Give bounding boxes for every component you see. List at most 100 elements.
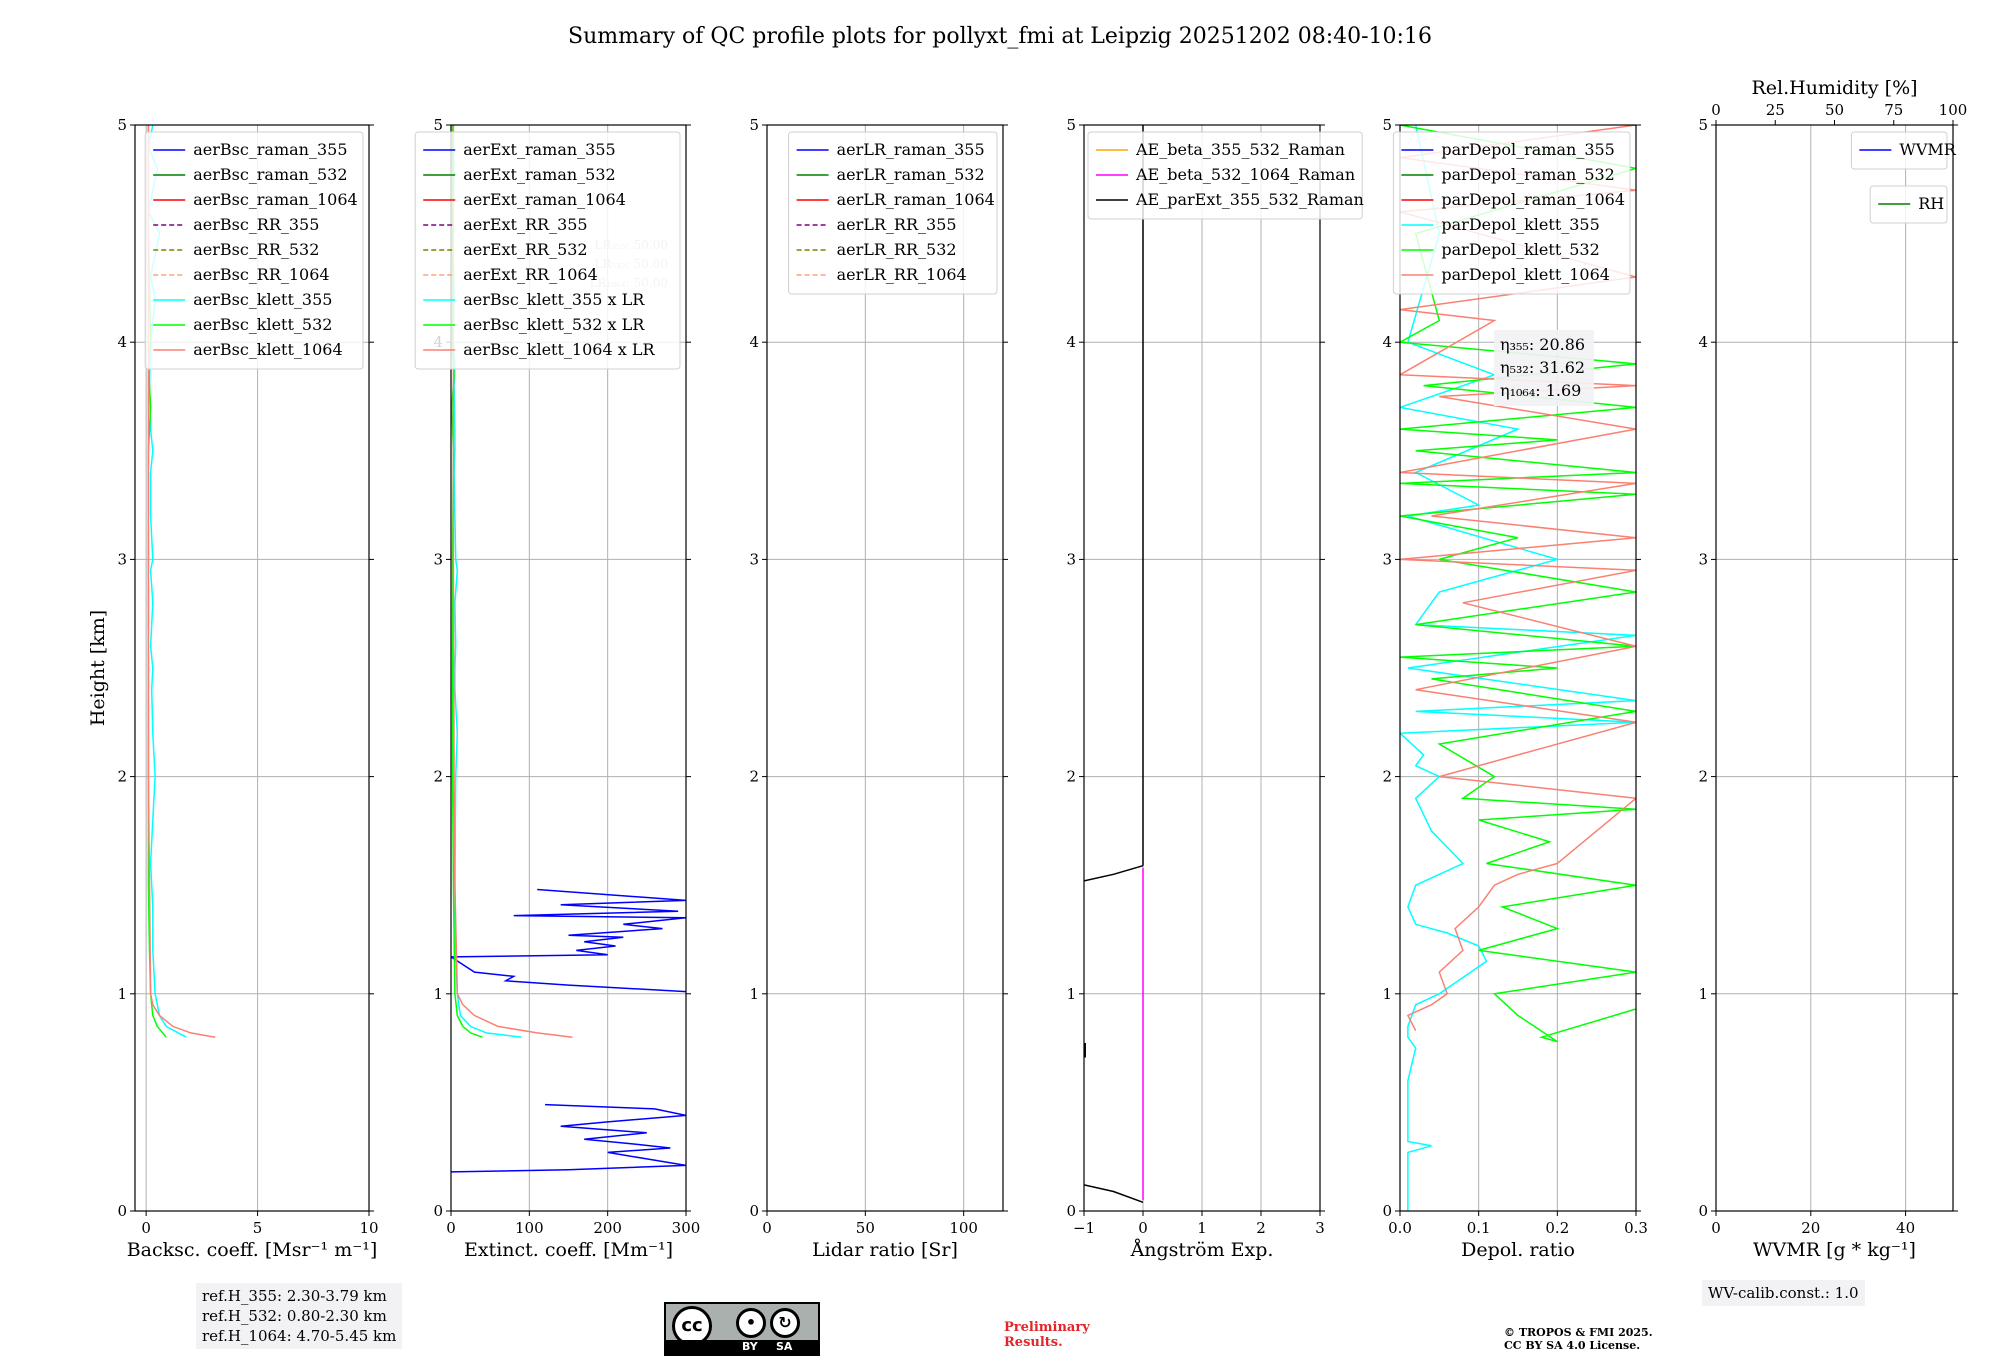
y-tick-label: 3	[117, 550, 127, 568]
x-tick-label: 0.3	[1624, 1219, 1648, 1237]
y-tick-label: 5	[749, 116, 759, 134]
x-tick-label: 0.1	[1467, 1219, 1491, 1237]
x-tick-label: 3	[1315, 1219, 1325, 1237]
copyright-line-1: © TROPOS & FMI 2025.	[1504, 1326, 1653, 1339]
eta-label: η₃₅₅: 20.86	[1500, 335, 1585, 354]
top-tick-label: 0	[1711, 101, 1721, 119]
axes-frame	[1399, 124, 1637, 1212]
y-tick-label: 0	[1382, 1202, 1392, 1220]
top-tick-label: 75	[1884, 101, 1903, 119]
wv-calib-box: WV-calib.const.: 1.0	[1702, 1280, 1865, 1306]
axes-frame	[134, 124, 370, 1212]
top-tick-label: 25	[1766, 101, 1785, 119]
y-tick-label: 3	[1066, 550, 1076, 568]
eta-label: η₅₃₂: 31.62	[1500, 358, 1585, 377]
y-tick-label: 2	[749, 768, 759, 786]
legend-entry: aerExt_raman_1064	[463, 190, 626, 209]
legend: aerBsc_raman_355 aerBsc_raman_532 aerBsc_r…	[144, 131, 364, 370]
ref-height-532: ref.H_532: 0.80-2.30 km	[202, 1307, 387, 1325]
legend-box	[1392, 131, 1631, 295]
legend: AE_beta_355_532_Raman AE_beta_532_1064_Ra…	[1087, 131, 1364, 220]
x-tick-label: 0.2	[1545, 1219, 1569, 1237]
panel-lidar_ratio: 0 50 100 0 1 2 3 4 5 Lidar ratio [Sr] aerLR_raman_…	[749, 116, 1008, 1261]
y-tick-label: 0	[1698, 1202, 1708, 1220]
x-axis-label: Backsc. coeff. [Msr⁻¹ m⁻¹]	[127, 1239, 378, 1261]
axes-frame	[1715, 124, 1954, 1212]
y-tick-label: 4	[117, 333, 127, 351]
legend-entry: parDepol_raman_532	[1441, 165, 1614, 184]
legend-entry: parDepol_raman_355	[1441, 140, 1614, 159]
x-tick-label: 300	[672, 1219, 701, 1237]
legend-entry: AE_parExt_355_532_Raman	[1135, 190, 1364, 209]
y-tick-label: 5	[1066, 116, 1076, 134]
eta-box	[1494, 330, 1594, 406]
series-aerExt_raman_355 (low)	[451, 1103, 686, 1173]
legend: aerLR_raman_355 aerLR_raman_532 aerLR_rama…	[788, 131, 998, 295]
y-tick-label: 2	[1698, 768, 1708, 786]
legend-entry: aerBsc_klett_355	[193, 290, 332, 309]
legend-entry: aerExt_RR_1064	[463, 265, 598, 284]
y-axis-label: Height [km]	[87, 610, 109, 726]
x-tick-label: 200	[593, 1219, 622, 1237]
top-axis-label: Rel.Humidity [%]	[1751, 77, 1917, 99]
y-tick-label: 1	[433, 985, 443, 1003]
legend: WVMR	[1850, 131, 1957, 170]
legend-box	[144, 131, 364, 370]
x-tick-label: 0	[762, 1219, 772, 1237]
series-parDepol_klett_355	[1400, 125, 1636, 1211]
legend-entry: aerBsc_klett_532	[193, 315, 332, 334]
legend-entry: aerExt_RR_532	[463, 240, 587, 259]
x-tick-label: 100	[949, 1219, 978, 1237]
legend-entry: parDepol_klett_532	[1441, 240, 1599, 259]
x-tick-label: −1	[1073, 1219, 1095, 1237]
legend-entry: parDepol_raman_1064	[1441, 190, 1625, 209]
axes-frame	[766, 124, 1004, 1212]
legend: aerExt_raman_355 aerExt_raman_532 aerExt_r…	[414, 131, 681, 370]
cc-badge-bar	[666, 1340, 818, 1354]
legend-entry: aerExt_RR_355	[463, 215, 587, 234]
y-tick-label: 5	[433, 116, 443, 134]
eta-label: η₁₀₆₄: 1.69	[1500, 381, 1581, 400]
legend-entry: aerBsc_RR_532	[193, 240, 319, 259]
legend-entry: aerExt_raman_532	[463, 165, 616, 184]
wv-calib-label: WV-calib.const.: 1.0	[1708, 1284, 1859, 1302]
cc-license-badge: cc • ↻ BY SA	[664, 1302, 820, 1356]
y-tick-label: 1	[117, 985, 127, 1003]
y-tick-label: 3	[433, 550, 443, 568]
x-tick-label: 0	[446, 1219, 456, 1237]
y-tick-label: 3	[1382, 550, 1392, 568]
x-tick-label: 1	[1197, 1219, 1207, 1237]
y-tick-label: 5	[117, 116, 127, 134]
y-tick-label: 0	[117, 1202, 127, 1220]
legend-entry: aerBsc_klett_532 x LR	[463, 315, 645, 334]
y-tick-label: 2	[117, 768, 127, 786]
legend-entry: AE_beta_532_1064_Raman	[1135, 165, 1355, 184]
y-tick-label: 2	[1382, 768, 1392, 786]
legend-entry: aerBsc_RR_355	[193, 215, 319, 234]
series-group	[1084, 125, 1144, 1204]
legend-entry: aerLR_RR_355	[837, 215, 957, 234]
legend-entry: AE_beta_355_532_Raman	[1135, 140, 1345, 159]
preliminary-line-1: Preliminary	[1004, 1320, 1090, 1335]
y-tick-label: 0	[433, 1202, 443, 1220]
x-axis-label: Extinct. coeff. [Mm⁻¹]	[464, 1239, 673, 1261]
legend: parDepol_raman_355 parDepol_raman_532 parD…	[1392, 131, 1631, 295]
y-tick-label: 0	[1066, 1202, 1076, 1220]
panel-depol: 0.0 0.1 0.2 0.3 0 1 2 3 4 5 Depol. ratio parDepol_r…	[1382, 116, 1647, 1261]
legend-box	[1087, 131, 1363, 220]
cc-by-label: BY	[742, 1340, 758, 1353]
legend-entry: aerBsc_raman_532	[193, 165, 347, 184]
legend-entry: aerExt_raman_355	[463, 140, 616, 159]
series-aerBsc_klett_1064 x LR	[452, 125, 573, 1038]
y-tick-label: 5	[1382, 116, 1392, 134]
x-tick-label: 50	[856, 1219, 875, 1237]
ref-height-1064: ref.H_1064: 4.70-5.45 km	[202, 1327, 397, 1345]
copyright-line-2: CC BY SA 4.0 License.	[1504, 1339, 1641, 1352]
cc-icon: cc	[672, 1306, 712, 1346]
legend-box	[1850, 131, 1948, 170]
legend-entry: parDepol_klett_1064	[1441, 265, 1610, 284]
y-tick-label: 4	[749, 333, 759, 351]
y-tick-label: 3	[749, 550, 759, 568]
